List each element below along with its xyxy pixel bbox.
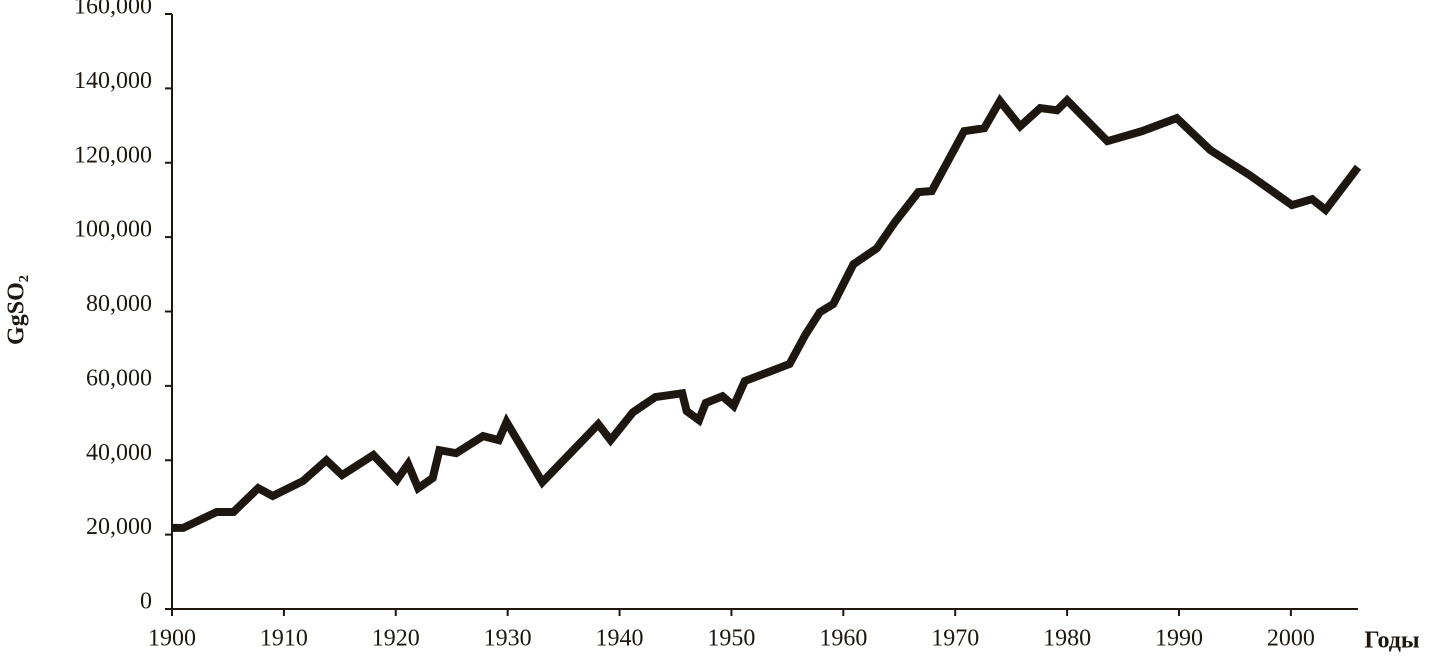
y-tick-label: 100,000	[74, 217, 152, 243]
data-line	[172, 93, 1362, 532]
x-tick-label: 1990	[1155, 626, 1203, 652]
x-axis-label: Годы	[1364, 628, 1420, 654]
x-tick-label: 1920	[372, 626, 420, 652]
x-tick-label: 1940	[596, 626, 644, 652]
y-tick-label: 60,000	[86, 365, 152, 391]
y-tick-label: 160,000	[74, 0, 152, 20]
x-tick-label: 2000	[1267, 626, 1315, 652]
x-tick-label: 1980	[1043, 626, 1091, 652]
x-tick-label: 1970	[931, 626, 979, 652]
y-tick-label: 40,000	[86, 440, 152, 466]
y-tick-label: 0	[140, 589, 152, 615]
x-tick-label: 1950	[707, 626, 755, 652]
y-tick-label: 20,000	[86, 514, 152, 540]
x-tick-label: 1930	[484, 626, 532, 652]
x-tick-label: 1960	[819, 626, 867, 652]
y-tick-label: 120,000	[74, 142, 152, 168]
x-tick-label: 1910	[260, 626, 308, 652]
y-tick-label: 80,000	[86, 291, 152, 317]
x-tick-label: 1900	[148, 626, 196, 652]
y-axis-label: GgSO₂	[4, 275, 30, 345]
y-tick-label: 140,000	[74, 68, 152, 94]
